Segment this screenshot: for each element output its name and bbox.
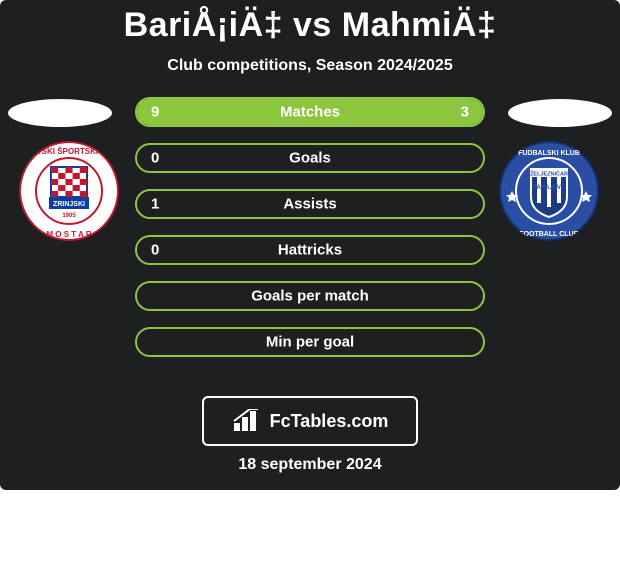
stat-rows: 9Matches3 0Goals 1Assists 0Hattricks Goals p…: [135, 97, 485, 373]
svg-text:SARAJEVO: SARAJEVO: [532, 185, 565, 191]
svg-text:ZRINJSKI: ZRINJSKI: [53, 201, 85, 208]
svg-text:M O S T A R: M O S T A R: [46, 230, 91, 239]
brand-bars-icon: [232, 409, 264, 433]
svg-text:FOOTBALL CLUB: FOOTBALL CLUB: [519, 231, 578, 238]
stat-row: Min per goal: [135, 327, 485, 357]
brand-text: FcTables.com: [270, 411, 389, 432]
comparison-card: BariÅ¡iÄ‡ vs MahmiÄ‡ Club competitions, …: [0, 0, 620, 490]
stat-label: Goals per match: [137, 288, 483, 305]
brand-box: FcTables.com: [202, 396, 418, 446]
svg-text:HRVATSKI ŠPORTSKI KLUB: HRVATSKI ŠPORTSKI KLUB: [19, 147, 119, 156]
stat-row: 9Matches3: [135, 97, 485, 127]
stat-label: Goals: [137, 150, 483, 167]
club-badge-left: HRVATSKI ŠPORTSKI KLUB M O S T A R: [19, 141, 119, 241]
stat-label: Hattricks: [137, 242, 483, 259]
club-badge-right-svg: FUDBALSKI KLUB FOOTBALL CLUB ŽELJEZNIČAR: [499, 141, 599, 241]
club-badge-right: FUDBALSKI KLUB FOOTBALL CLUB ŽELJEZNIČAR: [499, 141, 599, 241]
date-text: 18 september 2024: [0, 456, 620, 474]
svg-text:1905: 1905: [62, 213, 76, 219]
stat-label: Matches: [137, 104, 483, 121]
page-title: BariÅ¡iÄ‡ vs MahmiÄ‡: [0, 0, 620, 45]
svg-text:ŽELJEZNIČAR: ŽELJEZNIČAR: [530, 170, 568, 178]
stat-row: 1Assists: [135, 189, 485, 219]
stat-row: 0Hattricks: [135, 235, 485, 265]
stat-label: Min per goal: [137, 334, 483, 351]
stat-value-right: 3: [461, 104, 469, 121]
stat-row: 0Goals: [135, 143, 485, 173]
stat-row: Goals per match: [135, 281, 485, 311]
stat-label: Assists: [137, 196, 483, 213]
player-oval-left: [8, 99, 112, 127]
player-oval-right: [508, 99, 612, 127]
subtitle: Club competitions, Season 2024/2025: [0, 57, 620, 75]
svg-text:FUDBALSKI KLUB: FUDBALSKI KLUB: [518, 150, 580, 157]
club-badge-left-svg: HRVATSKI ŠPORTSKI KLUB M O S T A R: [19, 141, 119, 241]
